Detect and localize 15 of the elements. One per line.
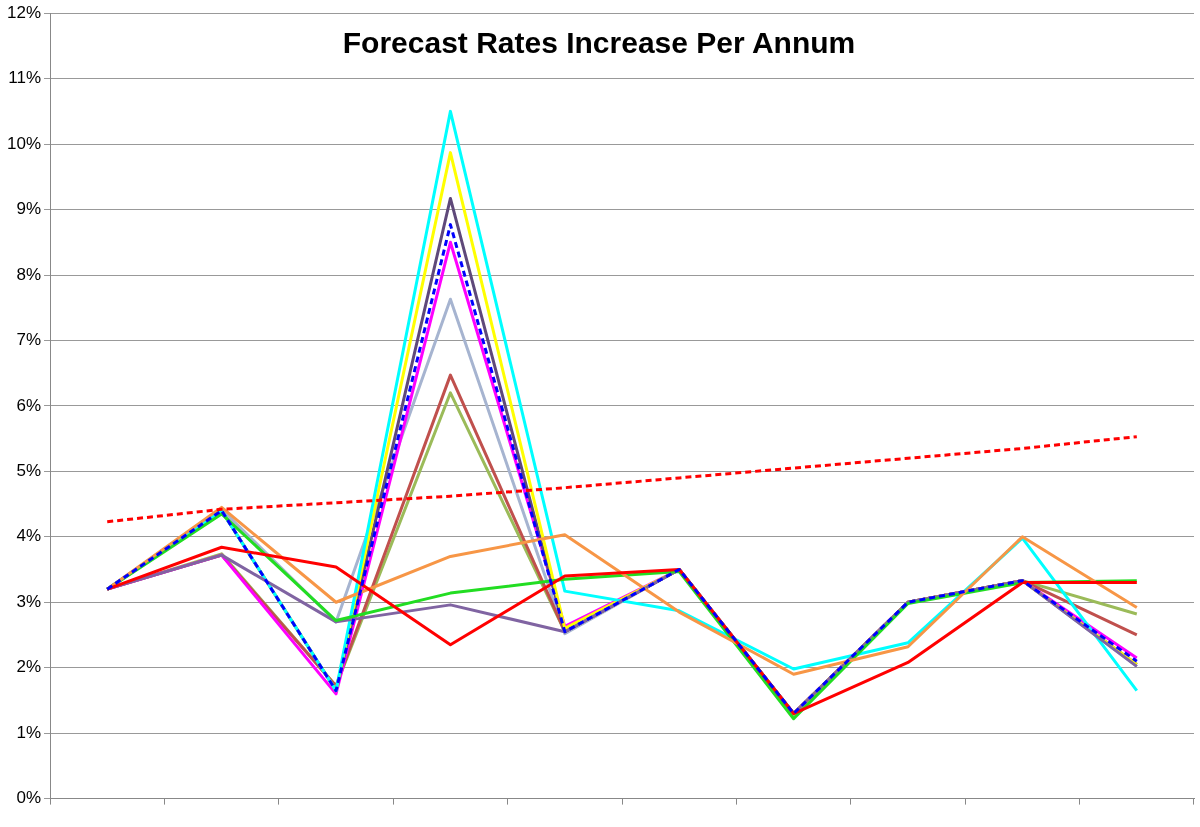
y-tick-label: 3%	[16, 591, 42, 611]
chart-title: Forecast Rates Increase Per Annum	[342, 26, 856, 60]
y-tick-label: 7%	[16, 330, 42, 350]
y-tick-label: 11%	[8, 68, 42, 88]
y-tick-label: 9%	[16, 199, 42, 219]
y-tick-label: 5%	[16, 461, 42, 481]
y-tick-label: 2%	[16, 657, 42, 677]
y-tick-label: 8%	[16, 264, 42, 284]
line-series	[105, 435, 1139, 524]
y-tick-label: 4%	[16, 526, 42, 546]
y-tick-label: 6%	[16, 395, 42, 415]
y-tick-label: 12%	[6, 2, 42, 22]
y-tick-label: 1%	[16, 722, 42, 742]
y-tick-label: 10%	[6, 133, 42, 153]
y-tick-label: 0%	[16, 788, 42, 808]
